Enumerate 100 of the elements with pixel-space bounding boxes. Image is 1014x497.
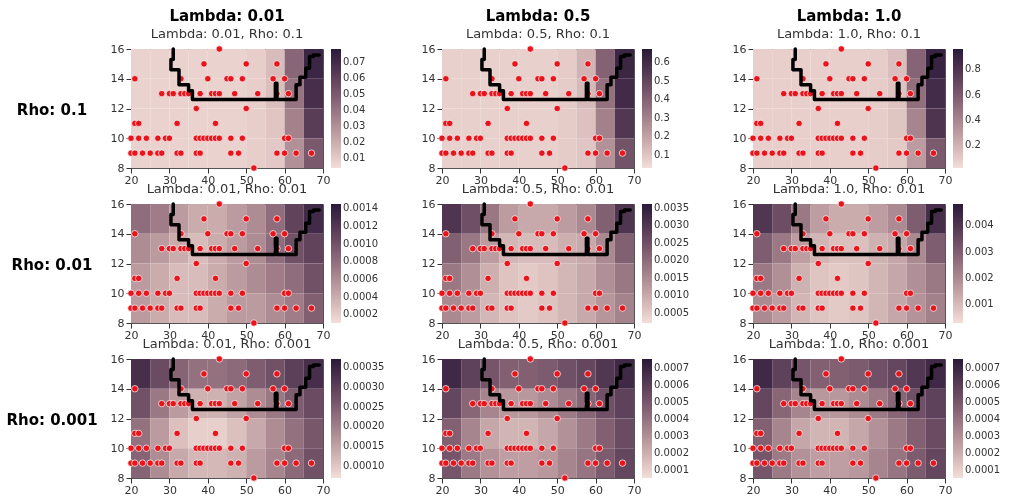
color-bar-label: 0.4 bbox=[654, 93, 670, 105]
y-tick-label: 14 bbox=[110, 72, 125, 86]
x-tick-label: 70 bbox=[316, 483, 331, 497]
y-tick-label: 14 bbox=[421, 227, 436, 241]
line-series bbox=[169, 47, 321, 102]
y-tick-label: 8 bbox=[117, 471, 125, 485]
color-bar-label: 0.0007 bbox=[965, 361, 1000, 373]
y-tick-label: 8 bbox=[428, 316, 436, 330]
y-tick-label: 8 bbox=[739, 471, 747, 485]
x-tick-label: 30 bbox=[162, 483, 177, 497]
x-tick-label: 30 bbox=[473, 483, 488, 497]
y-tick-label: 12 bbox=[110, 257, 125, 270]
color-bar-label: 0.0005 bbox=[654, 306, 689, 318]
y-tick-label: 16 bbox=[421, 42, 436, 56]
x-tick-label: 20 bbox=[435, 328, 450, 342]
text: Lambda: 0.01 bbox=[169, 7, 285, 25]
color-bar-label: 0.6 bbox=[965, 88, 981, 100]
chart-title: Lambda: 1.0, Rho: 0.1 bbox=[776, 26, 922, 41]
line-series bbox=[480, 47, 632, 102]
y-tick-label: 16 bbox=[732, 197, 747, 211]
y-tick-label: 8 bbox=[117, 161, 125, 175]
line-series bbox=[169, 357, 321, 412]
chart-title: Lambda: 0.01, Rho: 0.1 bbox=[150, 26, 304, 41]
color-bar-label: 0.0005 bbox=[965, 395, 1000, 407]
text: Rho: 0.1 bbox=[16, 101, 88, 119]
y-tick-label: 14 bbox=[110, 227, 125, 241]
y-tick-label: 8 bbox=[428, 471, 436, 485]
y-tick-label: 12 bbox=[732, 257, 747, 270]
x-tick-label: 70 bbox=[938, 328, 953, 342]
x-tick-label: 60 bbox=[278, 483, 293, 497]
y-tick-label: 12 bbox=[110, 102, 125, 115]
chart-title: Lambda: 0.5, Rho: 0.1 bbox=[465, 26, 611, 41]
line-series bbox=[791, 202, 943, 257]
y-tick-label: 16 bbox=[110, 352, 125, 366]
text: Lambda: 0.5 bbox=[485, 7, 591, 25]
color-bar-label: 0.00020 bbox=[343, 420, 385, 432]
y-tick-label: 16 bbox=[732, 352, 747, 366]
color-bar-label: 0.0015 bbox=[654, 271, 689, 283]
y-tick-label: 10 bbox=[110, 441, 125, 455]
color-bar-label: 0.0003 bbox=[654, 429, 689, 441]
color-bar-label: 0.6 bbox=[654, 56, 670, 68]
y-tick-label: 14 bbox=[732, 227, 747, 241]
color-bar-label: 0.4 bbox=[965, 113, 981, 125]
x-tick-label: 60 bbox=[589, 483, 604, 497]
x-tick-label: 50 bbox=[239, 483, 254, 497]
y-tick-label: 12 bbox=[421, 412, 436, 425]
x-tick-label: 40 bbox=[512, 483, 527, 497]
color-bar-label: 0.00030 bbox=[343, 380, 385, 392]
line-series bbox=[791, 47, 943, 102]
y-tick-label: 16 bbox=[421, 352, 436, 366]
x-tick-label: 20 bbox=[746, 328, 761, 342]
color-bar-label: 0.0025 bbox=[654, 236, 689, 248]
x-tick-label: 70 bbox=[938, 173, 953, 187]
color-bar-label: 0.2 bbox=[965, 139, 981, 151]
y-tick-label: 12 bbox=[732, 412, 747, 425]
x-tick-label: 20 bbox=[746, 483, 761, 497]
color-bar-label: 0.0005 bbox=[654, 395, 689, 407]
color-bar-label: 0.00025 bbox=[343, 400, 385, 412]
y-tick-label: 12 bbox=[732, 102, 747, 115]
color-bar-label: 0.0014 bbox=[343, 202, 378, 214]
color-bar-label: 0.0004 bbox=[654, 412, 689, 424]
color-bar-label: 0.07 bbox=[343, 55, 366, 67]
y-tick-label: 8 bbox=[428, 161, 436, 175]
text: Rho: 0.01 bbox=[11, 256, 93, 274]
color-bar-label: 0.00010 bbox=[343, 460, 385, 472]
x-tick-label: 30 bbox=[784, 483, 799, 497]
y-tick-label: 14 bbox=[110, 382, 125, 396]
color-bar-label: 0.05 bbox=[343, 88, 366, 100]
color-bar-label: 0.0006 bbox=[965, 378, 1000, 390]
color-bar-label: 0.0012 bbox=[343, 220, 378, 232]
color-bar-label: 0.06 bbox=[343, 71, 366, 83]
y-tick-label: 8 bbox=[117, 316, 125, 330]
x-tick-label: 50 bbox=[861, 483, 876, 497]
x-tick-label: 70 bbox=[627, 483, 642, 497]
x-tick-label: 20 bbox=[435, 173, 450, 187]
x-tick-label: 20 bbox=[435, 483, 450, 497]
y-tick-label: 10 bbox=[732, 131, 747, 145]
color-bar-label: 0.8 bbox=[965, 63, 981, 75]
x-tick-label: 70 bbox=[938, 483, 953, 497]
color-bar-label: 0.0010 bbox=[654, 289, 689, 300]
color-bar-label: 0.0010 bbox=[343, 237, 378, 249]
color-bar-label: 0.2 bbox=[654, 130, 670, 142]
color-bar-label: 0.03 bbox=[343, 120, 366, 132]
y-tick-label: 16 bbox=[732, 42, 747, 56]
x-tick-label: 40 bbox=[823, 483, 838, 497]
text: Lambda: 1.0 bbox=[796, 7, 902, 25]
y-tick-label: 10 bbox=[732, 286, 747, 300]
color-bar-label: 0.0002 bbox=[343, 308, 378, 320]
x-tick-label: 70 bbox=[316, 173, 331, 187]
color-bar-label: 0.00015 bbox=[343, 440, 385, 452]
y-tick-label: 14 bbox=[421, 72, 436, 86]
y-tick-label: 14 bbox=[732, 72, 747, 86]
x-tick-label: 20 bbox=[124, 483, 139, 497]
text: Rho: 0.001 bbox=[6, 411, 98, 429]
line-series bbox=[480, 202, 632, 257]
line-series bbox=[791, 357, 943, 412]
x-tick-label: 40 bbox=[201, 483, 216, 497]
x-tick-label: 20 bbox=[124, 173, 139, 187]
x-tick-label: 70 bbox=[627, 328, 642, 342]
y-tick-label: 8 bbox=[739, 316, 747, 330]
